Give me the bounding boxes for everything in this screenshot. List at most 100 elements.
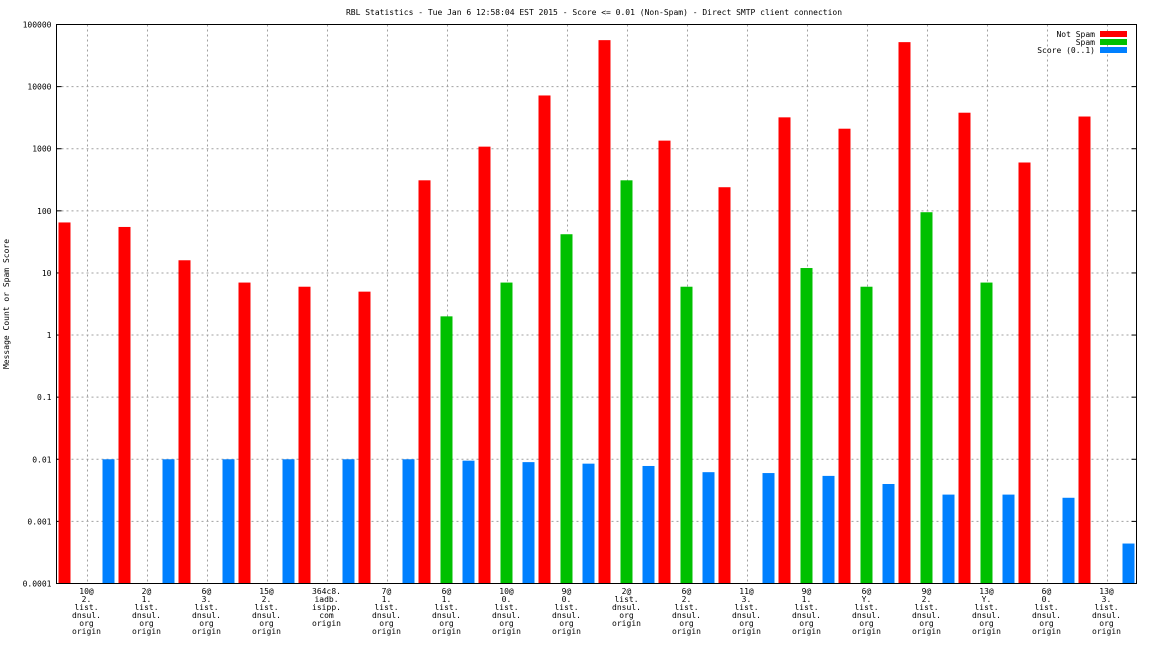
x-tick-label: list. — [734, 603, 758, 612]
bar — [822, 475, 835, 584]
x-tick-label: list. — [254, 603, 278, 612]
x-tick-label: origin — [732, 627, 761, 636]
y-tick-label: 0.01 — [32, 455, 51, 464]
x-tick-label: isipp. — [312, 603, 341, 612]
x-tick-label: dnsul. — [132, 611, 161, 620]
bar — [298, 286, 311, 584]
bar — [642, 465, 655, 584]
x-tick-label: 0. — [1042, 595, 1052, 604]
x-tick-label: org — [619, 611, 634, 620]
x-tick-label: dnsul. — [552, 611, 581, 620]
x-tick-label: 3. — [202, 595, 212, 604]
x-tick-label: 9@ — [562, 587, 572, 596]
x-tick-label: dnsul. — [252, 611, 281, 620]
x-tick-label: 13@ — [1099, 587, 1114, 596]
bar — [478, 146, 491, 584]
bar — [680, 286, 693, 584]
x-tick-label: org — [739, 619, 754, 628]
x-tick-label: list. — [434, 603, 458, 612]
x-tick-label: 2. — [922, 595, 932, 604]
legend-label: Not Spam — [1056, 30, 1095, 39]
bar — [942, 494, 955, 584]
bar — [102, 459, 115, 584]
x-tick-label: 3. — [742, 595, 752, 604]
bar — [1122, 543, 1135, 584]
x-tick-label: list. — [554, 603, 578, 612]
bar — [440, 316, 453, 584]
x-tick-label: 6@ — [442, 587, 452, 596]
x-tick-label: 6@ — [862, 587, 872, 596]
x-tick-label: origin — [912, 627, 941, 636]
x-tick-label: origin — [552, 627, 581, 636]
bar — [538, 95, 551, 584]
bar — [402, 459, 415, 584]
x-tick-label: 2. — [262, 595, 272, 604]
bar — [1002, 494, 1015, 584]
x-tick-label: list. — [614, 595, 638, 604]
x-tick-label: origin — [792, 627, 821, 636]
bar — [418, 180, 431, 584]
plot-frame — [56, 24, 1137, 584]
x-tick-label: 9@ — [802, 587, 812, 596]
x-tick-label: dnsul. — [72, 611, 101, 620]
legend-swatch — [1100, 39, 1127, 45]
bar — [898, 42, 911, 584]
bar — [582, 463, 595, 584]
bar — [980, 282, 993, 584]
x-tick-label: com — [319, 611, 334, 620]
y-tick-label: 0.0001 — [23, 580, 52, 589]
bar — [58, 222, 71, 584]
y-axis-label: Message Count or Spam Score — [2, 239, 11, 369]
y-tick-label: 100 — [37, 207, 52, 216]
x-tick-label: dnsul. — [192, 611, 221, 620]
x-tick-label: origin — [1092, 627, 1121, 636]
x-tick-label: list. — [1094, 603, 1118, 612]
x-tick-label: list. — [674, 603, 698, 612]
x-tick-label: Y. — [982, 595, 992, 604]
x-tick-label: 10@ — [499, 587, 514, 596]
x-tick-label: 1. — [382, 595, 392, 604]
x-tick-label: dnsul. — [912, 611, 941, 620]
x-tick-label: 2. — [682, 595, 692, 604]
bar — [702, 472, 715, 584]
bar — [882, 483, 895, 584]
x-tick-label: 0. — [562, 595, 572, 604]
x-tick-label: org — [259, 619, 274, 628]
x-tick-label: origin — [432, 627, 461, 636]
x-tick-label: org — [859, 619, 874, 628]
x-tick-label: dnsul. — [1092, 611, 1121, 620]
bar — [1018, 162, 1031, 584]
x-tick-label: org — [919, 619, 934, 628]
x-tick-label: dnsul. — [612, 603, 641, 612]
x-tick-label: iadb. — [314, 595, 338, 604]
x-tick-label: list. — [374, 603, 398, 612]
x-tick-label: origin — [852, 627, 881, 636]
x-tick-label: dnsul. — [672, 611, 701, 620]
bar — [838, 128, 851, 584]
grid-layer — [56, 24, 1137, 584]
x-tick-label: 2@ — [142, 587, 152, 596]
x-tick-label: origin — [372, 627, 401, 636]
x-tick-label: dnsul. — [852, 611, 881, 620]
x-tick-label: list. — [1034, 603, 1058, 612]
bar — [118, 226, 131, 584]
x-tick-label: org — [1039, 619, 1054, 628]
bar-layer — [58, 40, 1135, 584]
bar — [718, 187, 731, 584]
x-tick-label: list. — [974, 603, 998, 612]
x-tick-label: list. — [194, 603, 218, 612]
bar — [282, 459, 295, 584]
chart-title: RBL Statistics - Tue Jan 6 12:58:04 EST … — [346, 8, 842, 17]
bar — [860, 286, 873, 584]
x-tick-label: origin — [72, 627, 101, 636]
bar — [1062, 497, 1075, 584]
bar — [800, 268, 813, 584]
x-tick-label: origin — [312, 619, 341, 628]
x-tick-label: list. — [74, 603, 98, 612]
x-tick-label: origin — [492, 627, 521, 636]
y-tick-label: 1000 — [32, 145, 51, 154]
x-tick-label: dnsul. — [792, 611, 821, 620]
bar — [598, 40, 611, 584]
